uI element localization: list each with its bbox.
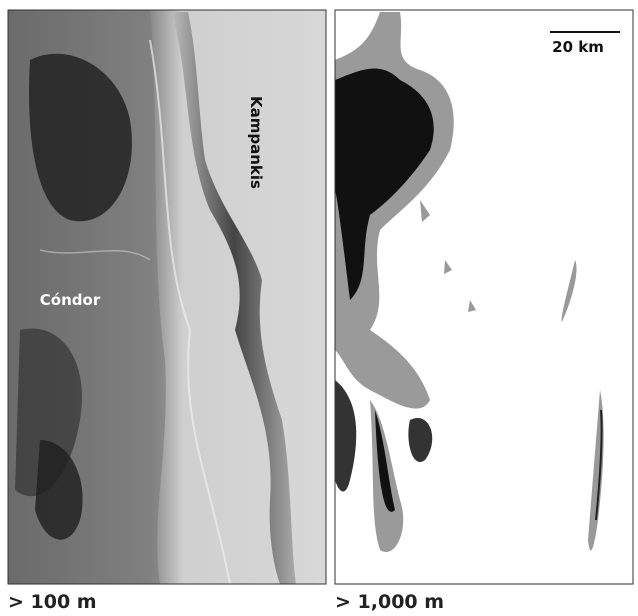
map-label: Cóndor (40, 291, 101, 309)
figure: Cóndor Kampankis 20 km > 100 m > 1,000 m (0, 0, 638, 616)
panel-caption: > 100 m (8, 591, 97, 613)
map-label: Kampankis (247, 96, 265, 189)
panel-caption: > 1,000 m (335, 591, 444, 613)
elevation-map (335, 10, 633, 584)
scale-label: 20 km (552, 38, 604, 56)
page: Cóndor Kampankis 20 km > 100 m > 1,000 m… (0, 0, 638, 616)
